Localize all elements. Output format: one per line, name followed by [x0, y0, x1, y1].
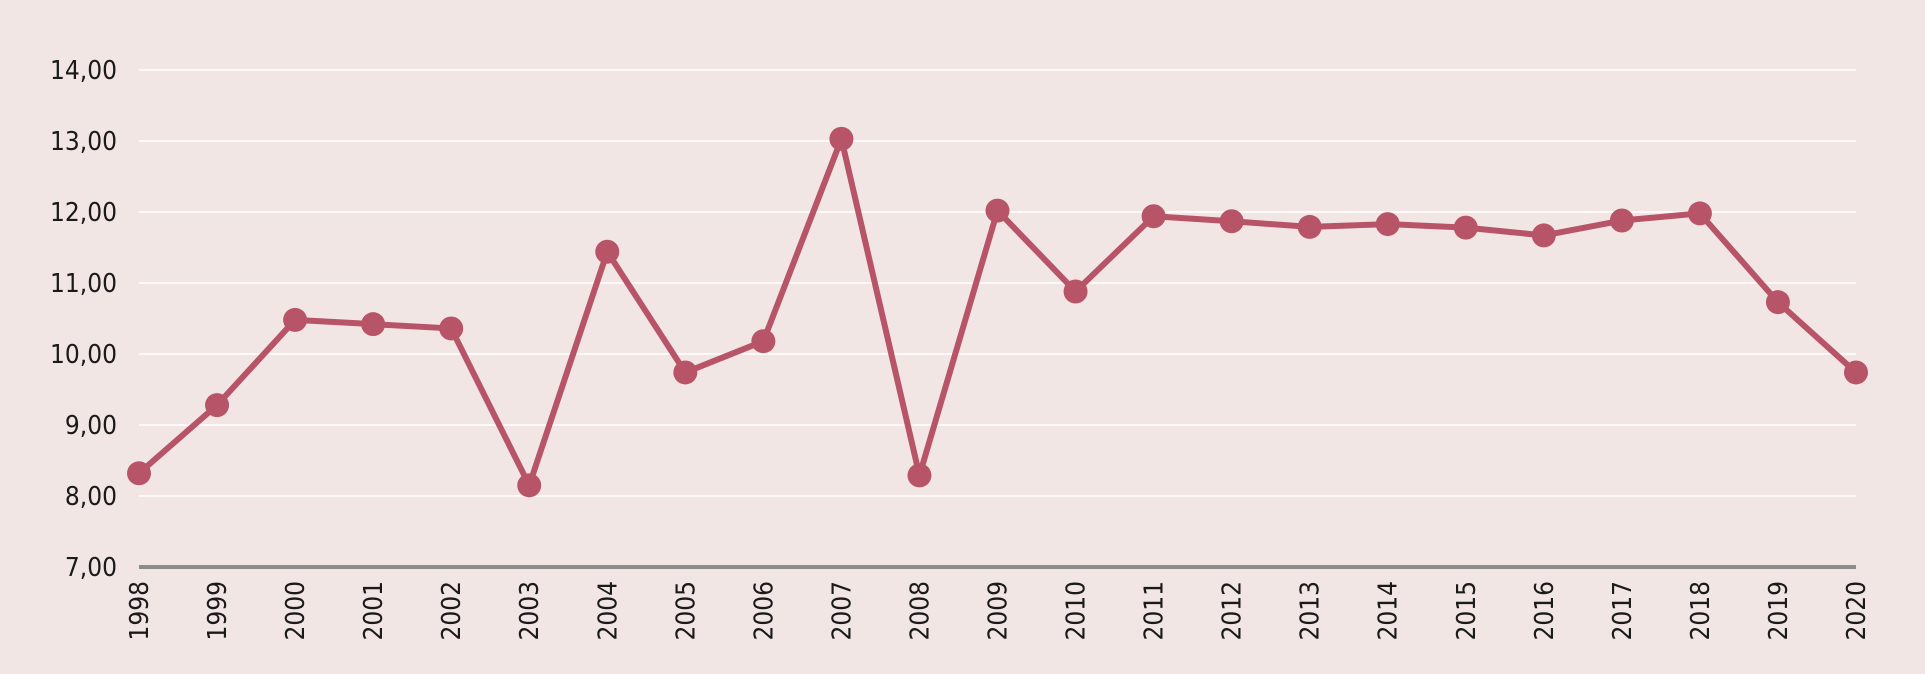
x-tick-label: 2008: [905, 581, 935, 641]
data-point: [1375, 212, 1400, 237]
x-tick-label: 2009: [984, 581, 1014, 641]
x-tick-label: 2012: [1218, 581, 1248, 641]
y-tick-label: 12,00: [50, 198, 117, 228]
data-point: [1063, 279, 1088, 304]
data-point: [595, 239, 620, 264]
data-point: [907, 463, 932, 488]
x-tick-label: 2011: [1140, 581, 1170, 641]
data-point: [985, 198, 1010, 223]
data-point: [751, 329, 776, 354]
x-tick-label: 2019: [1764, 581, 1794, 641]
y-tick-label: 7,00: [65, 553, 117, 583]
x-tick-label: 2007: [827, 581, 857, 641]
data-point: [1844, 360, 1868, 385]
y-tick-label: 10,00: [50, 340, 117, 370]
x-axis-tick-labels: 1998 1999 2000 2001 2002 2003 2004 2005 2006 2007…: [125, 581, 1872, 641]
x-tick-label: 2017: [1608, 581, 1638, 641]
data-point: [1765, 290, 1790, 315]
data-point: [1687, 201, 1712, 226]
data-point: [517, 473, 542, 498]
series-line-group: [136, 135, 1859, 489]
x-tick-label: 2016: [1530, 581, 1560, 641]
x-tick-label: 2002: [437, 581, 467, 641]
y-tick-label: 13,00: [50, 127, 117, 157]
data-point: [439, 316, 464, 341]
series-line: [136, 135, 1859, 489]
data-point: [361, 312, 386, 337]
data-point: [673, 360, 698, 385]
x-tick-label: 2006: [749, 581, 779, 641]
series-points-group: [127, 126, 1868, 498]
data-point: [829, 126, 854, 151]
data-point: [1531, 223, 1556, 248]
data-point: [205, 393, 230, 418]
x-tick-label: 2020: [1842, 581, 1872, 641]
data-point: [1219, 209, 1244, 234]
x-tick-label: 2013: [1296, 581, 1326, 641]
y-tick-label: 9,00: [65, 411, 117, 441]
x-tick-label: 2001: [359, 581, 389, 641]
x-tick-label: 2003: [515, 581, 545, 641]
data-point: [1297, 214, 1322, 239]
data-point: [283, 307, 308, 332]
x-tick-label: 2014: [1374, 581, 1404, 641]
x-tick-label: 2004: [593, 581, 623, 641]
x-tick-label: 1999: [203, 581, 233, 641]
x-tick-label: 1998: [125, 581, 155, 641]
y-tick-label: 14,00: [50, 56, 117, 86]
data-point: [1141, 204, 1166, 229]
x-tick-label: 2005: [671, 581, 701, 641]
y-axis-tick-labels: 7,00 8,00 9,00 10,00 11,00 12,00 13,00 14,00: [50, 56, 117, 583]
data-point: [1609, 208, 1634, 233]
y-tick-label: 11,00: [50, 269, 117, 299]
x-tick-label: 2000: [281, 581, 311, 641]
x-tick-label: 2010: [1062, 581, 1092, 641]
x-tick-label: 2018: [1686, 581, 1716, 641]
data-point: [1453, 215, 1478, 240]
grid-lines: [139, 69, 1856, 497]
x-tick-label: 2015: [1452, 581, 1482, 641]
data-point: [127, 461, 151, 486]
y-tick-label: 8,00: [65, 482, 117, 512]
